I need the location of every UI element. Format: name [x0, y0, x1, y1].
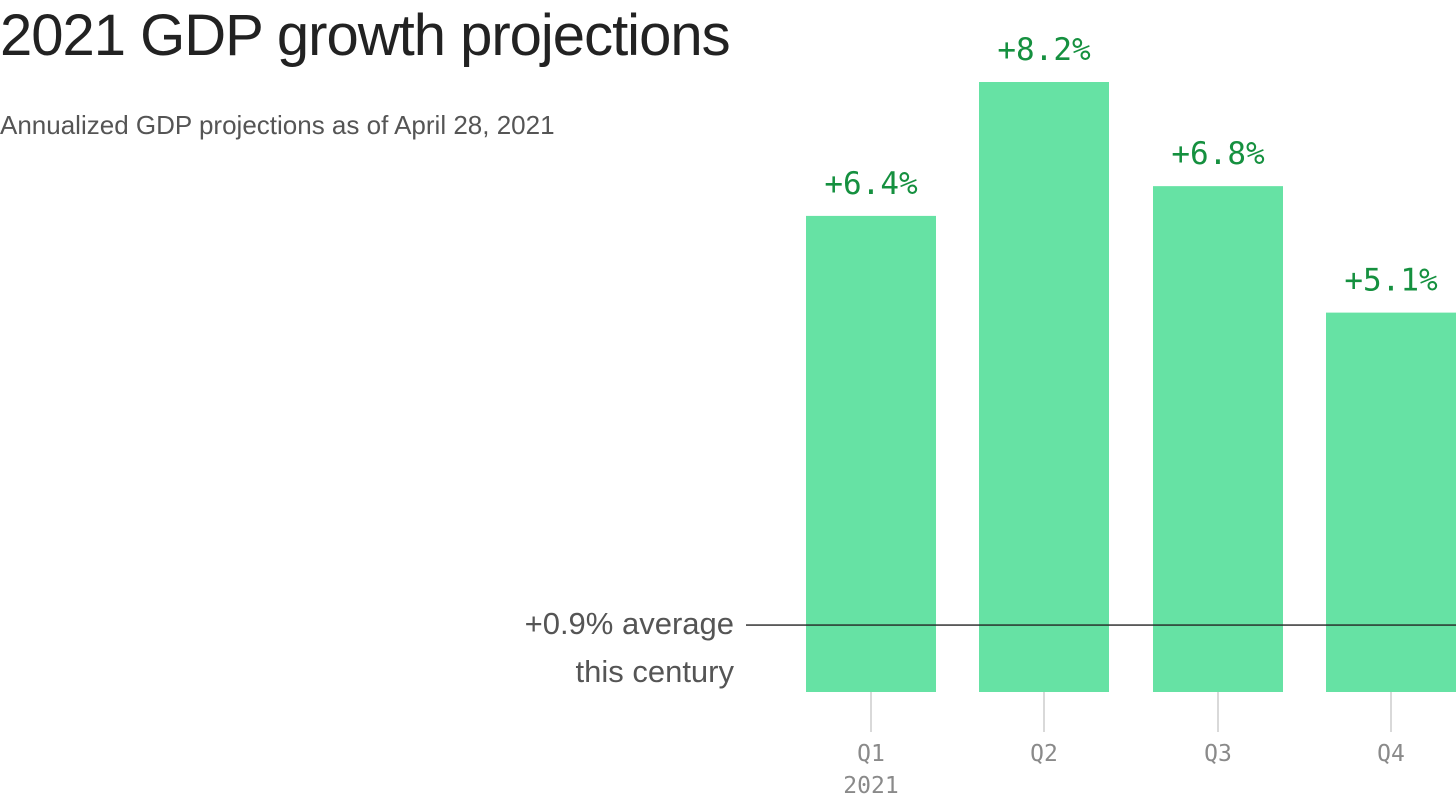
chart-subtitle: Annualized GDP projections as of April 2… — [0, 110, 555, 140]
chart-title: 2021 GDP growth projections — [0, 3, 731, 68]
x-tick-label-q1: Q1 — [857, 741, 885, 767]
bar-q2 — [979, 82, 1109, 692]
x-tick-sublabel-q1: 2021 — [843, 773, 898, 799]
x-tick-label-q4: Q4 — [1377, 741, 1405, 767]
bar-q4 — [1326, 312, 1456, 692]
bar-q1 — [806, 215, 936, 692]
x-tick-label-q3: Q3 — [1204, 741, 1232, 767]
x-axis-ticks: Q1 2021 Q2 Q3 Q4 — [843, 692, 1405, 799]
value-labels-layer: +6.4% +8.2% +6.8% +5.1% — [824, 32, 1438, 299]
bars-layer — [806, 82, 1456, 692]
reference-line-sublabel: this century — [575, 654, 734, 689]
value-label-q4: +5.1% — [1344, 263, 1438, 299]
value-label-q1: +6.4% — [824, 166, 918, 202]
reference-line-label: +0.9% average — [524, 606, 734, 641]
x-tick-label-q2: Q2 — [1030, 741, 1058, 767]
value-label-q3: +6.8% — [1171, 136, 1265, 172]
bar-q3 — [1153, 186, 1283, 692]
value-label-q2: +8.2% — [997, 32, 1091, 68]
